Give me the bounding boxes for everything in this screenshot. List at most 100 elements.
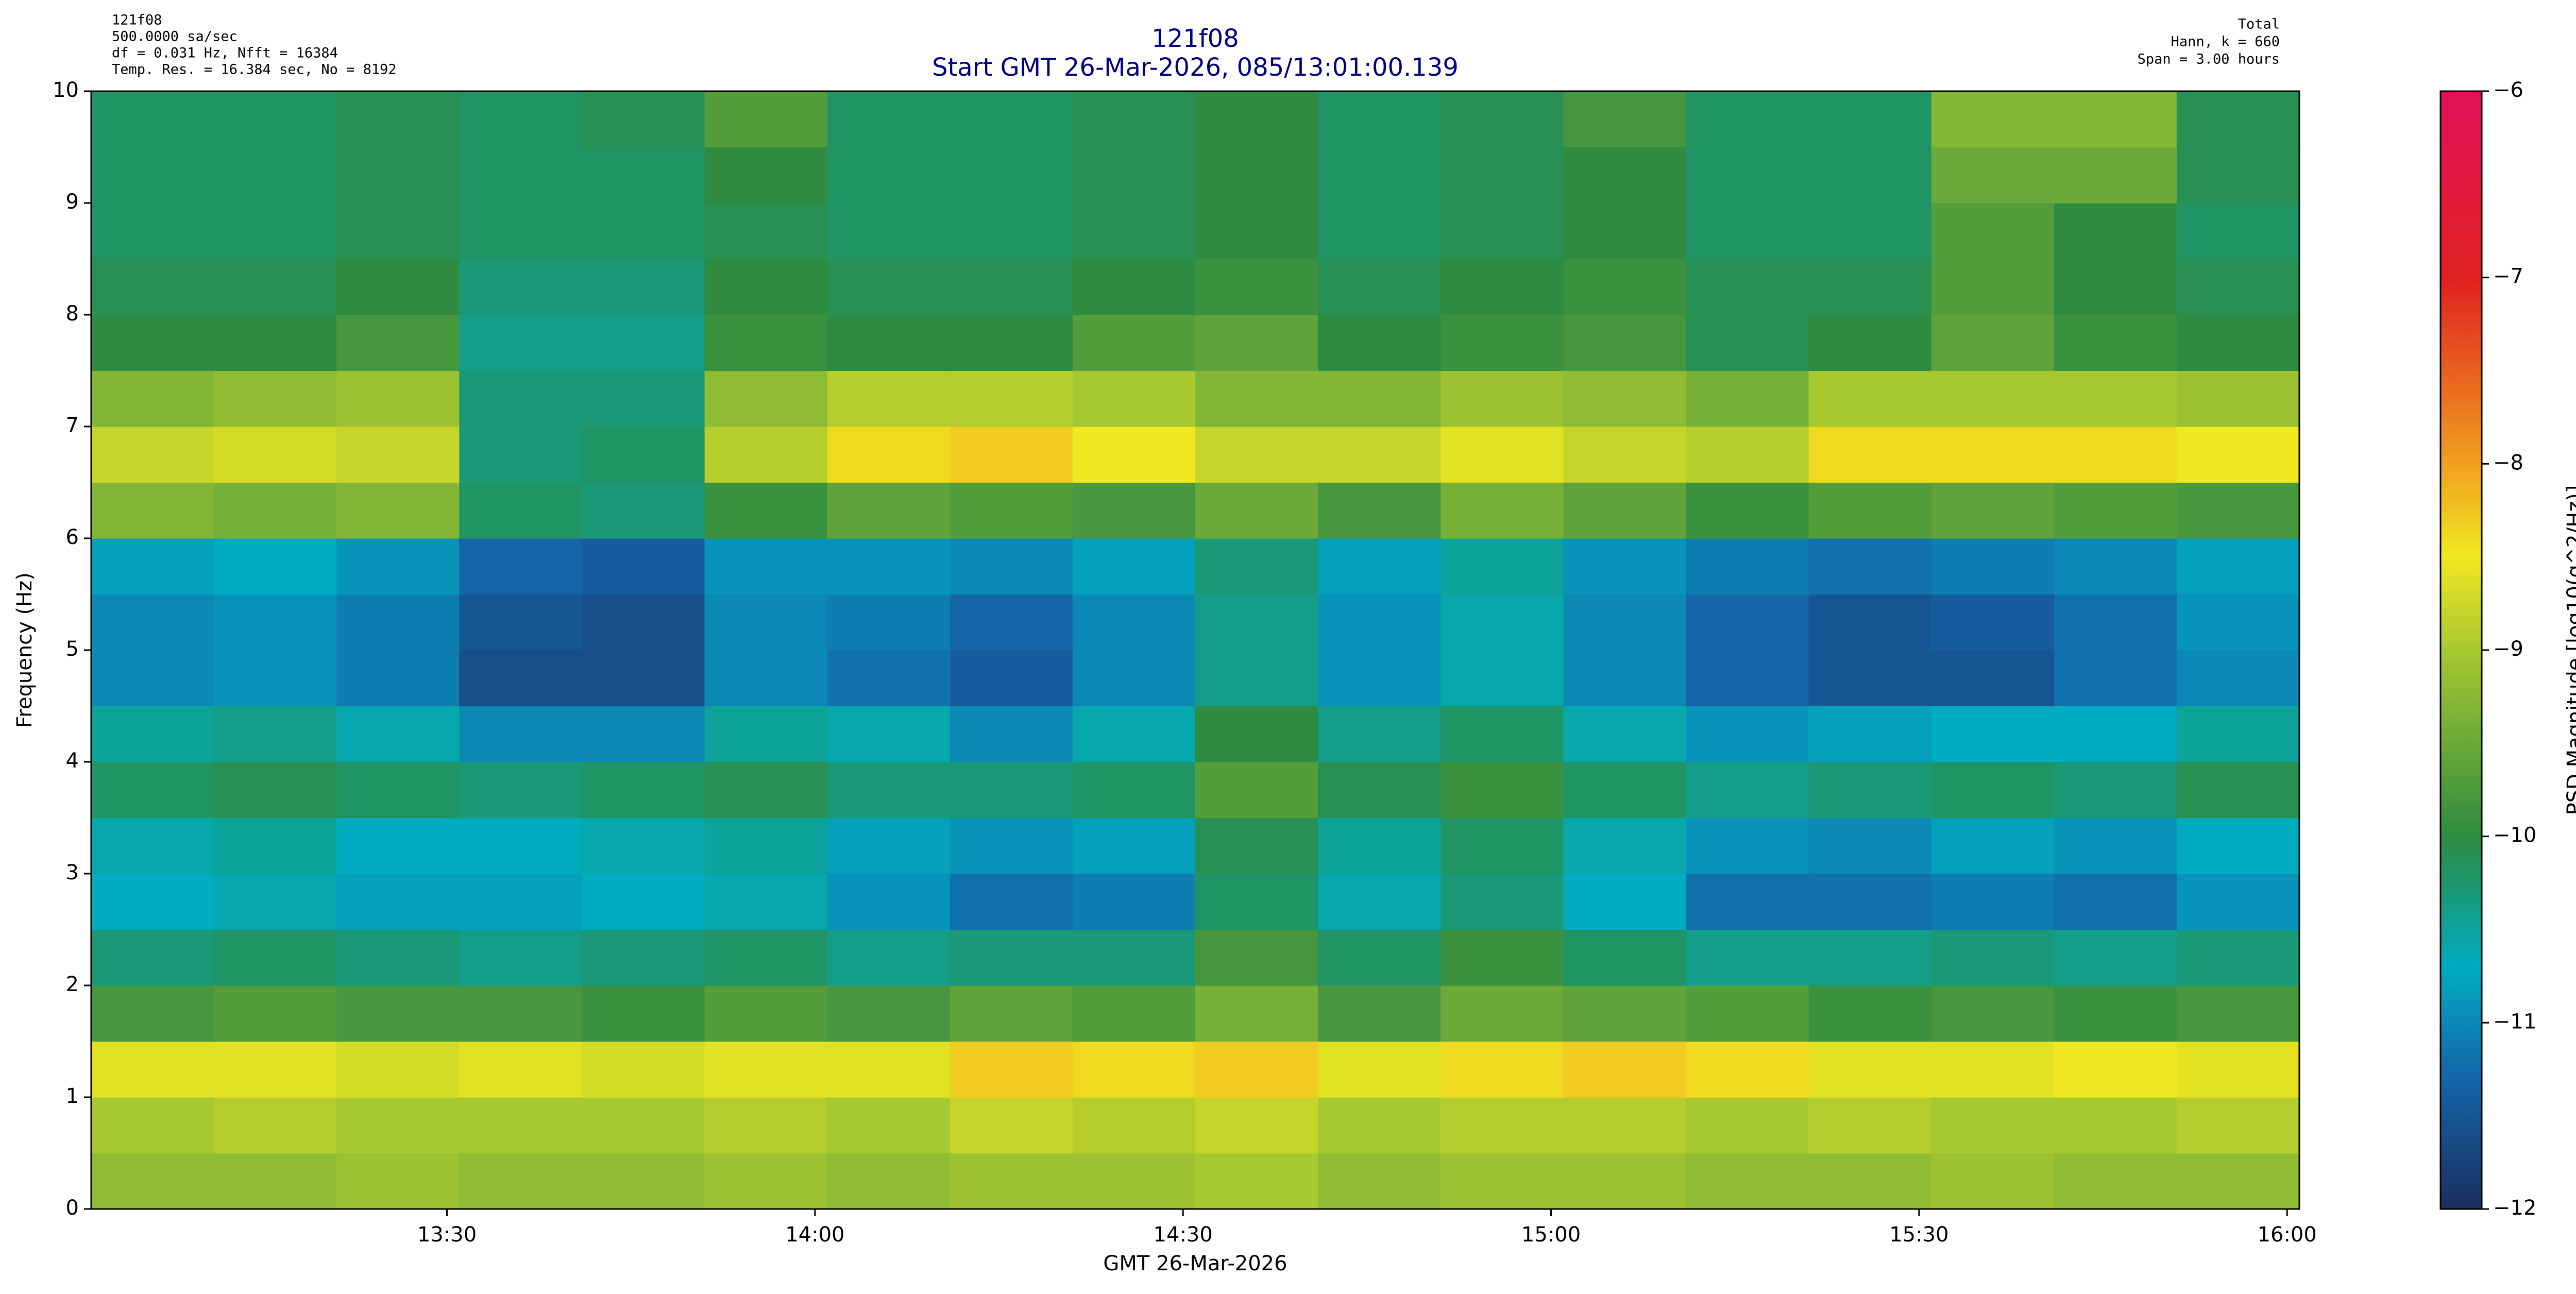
heatmap-cell xyxy=(336,762,460,819)
heatmap-cell xyxy=(1195,1097,1318,1154)
heatmap-cell xyxy=(1563,203,1687,260)
heatmap-cell xyxy=(1072,594,1196,651)
heatmap-cell xyxy=(1318,985,1441,1042)
heatmap-cell xyxy=(1808,203,1932,260)
heatmap-cell xyxy=(2054,203,2177,260)
heatmap-cell xyxy=(1195,762,1318,819)
heatmap-cell xyxy=(214,482,337,539)
heatmap-cell xyxy=(1686,482,1809,539)
y-tick-label: 8 xyxy=(66,302,79,326)
heatmap-cell xyxy=(1686,315,1809,371)
heatmap-cell xyxy=(1072,427,1196,483)
heatmap-cell xyxy=(1686,259,1809,315)
x-tick-label: 16:00 xyxy=(2258,1223,2317,1247)
heatmap-cell xyxy=(950,91,1073,148)
heatmap-cell xyxy=(214,929,337,986)
heatmap-cell xyxy=(1195,370,1318,427)
heatmap-cell xyxy=(1195,91,1318,148)
heatmap-cell xyxy=(1686,874,1809,930)
heatmap-cell xyxy=(827,706,951,762)
heatmap-cell xyxy=(2176,874,2300,930)
heatmap-cell xyxy=(2054,147,2177,203)
heatmap-cell xyxy=(1072,1153,1196,1210)
heatmap-cell xyxy=(2054,91,2177,148)
heatmap-cell xyxy=(1318,427,1441,483)
heatmap-cell xyxy=(1808,874,1932,930)
heatmap-cell xyxy=(1808,706,1932,762)
colorbar xyxy=(2439,90,2483,1210)
heatmap-cell xyxy=(1808,818,1932,874)
heatmap-cell xyxy=(1318,929,1441,986)
info-text: Hann, k = 660 xyxy=(2171,34,2280,50)
heatmap-cell xyxy=(582,1041,705,1098)
heatmap-cell xyxy=(827,370,951,427)
heatmap-cell xyxy=(1686,91,1809,148)
heatmap-cell xyxy=(827,482,951,539)
x-tick-label: 13:30 xyxy=(417,1223,477,1247)
heatmap-cell xyxy=(1808,91,1932,148)
heatmap-cell xyxy=(1931,259,2055,315)
heatmap-cell xyxy=(582,594,705,651)
heatmap-cell xyxy=(336,929,460,986)
heatmap-cell xyxy=(1318,650,1441,707)
heatmap-cell xyxy=(2054,874,2177,930)
heatmap-cell xyxy=(1686,1097,1809,1154)
heatmap-cell xyxy=(1808,1097,1932,1154)
heatmap-cell xyxy=(1318,259,1441,315)
heatmap-cell xyxy=(1563,874,1687,930)
heatmap-cell xyxy=(1318,203,1441,260)
heatmap-cell xyxy=(1318,91,1441,148)
heatmap-cell xyxy=(91,203,214,260)
heatmap-cell xyxy=(336,370,460,427)
heatmap-cell xyxy=(2176,594,2300,651)
heatmap-cell xyxy=(2054,706,2177,762)
heatmap-cell xyxy=(91,482,214,539)
heatmap-cell xyxy=(459,594,583,651)
heatmap-cell xyxy=(2054,482,2177,539)
heatmap-cell xyxy=(704,1041,828,1098)
heatmap-cell xyxy=(2054,594,2177,651)
heatmap xyxy=(91,91,2300,1210)
x-tick-label: 14:00 xyxy=(785,1223,844,1247)
heatmap-cell xyxy=(1931,427,2055,483)
heatmap-cell xyxy=(1563,370,1687,427)
heatmap-cell xyxy=(582,706,705,762)
chart-subtitle: Start GMT 26-Mar-2026, 085/13:01:00.139 xyxy=(932,53,1459,82)
heatmap-cell xyxy=(1931,147,2055,203)
heatmap-cell xyxy=(1195,874,1318,930)
colorbar-tick-label: −7 xyxy=(2493,265,2523,288)
heatmap-cell xyxy=(214,147,337,203)
heatmap-cell xyxy=(1440,427,1564,483)
heatmap-cell xyxy=(336,427,460,483)
x-tick-label: 15:00 xyxy=(1521,1223,1581,1247)
heatmap-cell xyxy=(1072,650,1196,707)
heatmap-cell xyxy=(459,427,583,483)
heatmap-cell xyxy=(459,1041,583,1098)
info-text: df = 0.031 Hz, Nfft = 16384 xyxy=(112,45,338,61)
heatmap-cell xyxy=(91,594,214,651)
heatmap-cell xyxy=(91,650,214,707)
heatmap-cell xyxy=(1072,706,1196,762)
colorbar-tick-label: −12 xyxy=(2493,1196,2536,1220)
heatmap-cell xyxy=(1808,1153,1932,1210)
heatmap-cell xyxy=(1072,203,1196,260)
heatmap-cell xyxy=(950,650,1073,707)
heatmap-cell xyxy=(1440,1041,1564,1098)
heatmap-cell xyxy=(827,985,951,1042)
heatmap-cell xyxy=(827,1153,951,1210)
heatmap-cell xyxy=(1686,538,1809,595)
heatmap-cell xyxy=(704,427,828,483)
colorbar-tick-label: −9 xyxy=(2493,637,2523,661)
heatmap-cell xyxy=(582,370,705,427)
heatmap-cell xyxy=(950,259,1073,315)
heatmap-cell xyxy=(827,874,951,930)
x-tick-label: 15:30 xyxy=(1889,1223,1948,1247)
heatmap-cell xyxy=(1318,874,1441,930)
heatmap-cell xyxy=(1686,985,1809,1042)
heatmap-cell xyxy=(582,259,705,315)
heatmap-cell xyxy=(950,1041,1073,1098)
heatmap-cell xyxy=(91,762,214,819)
heatmap-cell xyxy=(2054,1097,2177,1154)
y-tick-label: 3 xyxy=(66,861,79,884)
